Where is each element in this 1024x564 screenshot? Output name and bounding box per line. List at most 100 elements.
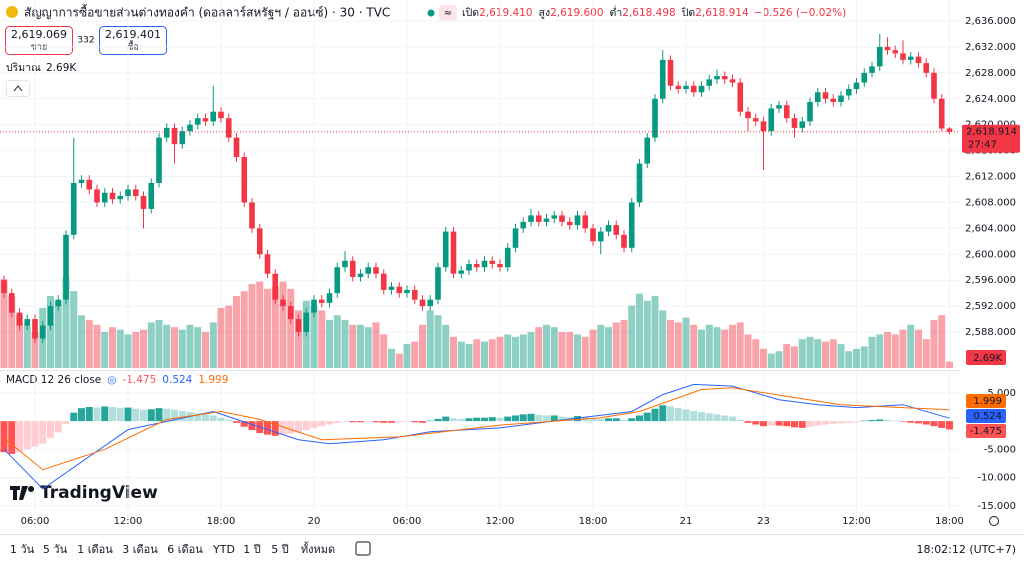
settings-icon[interactable] [989,516,999,526]
volume-bar [667,320,674,368]
candle-body [675,85,682,90]
volume-bar [527,332,535,368]
volume-bar [938,315,946,368]
volume-bar [380,334,388,368]
volume-bar [698,329,705,368]
candle-body [659,59,666,99]
macd-histogram-bar [341,421,349,422]
volume-bar [775,351,783,368]
range-button[interactable]: 1 เดือน [77,543,113,556]
macd-histogram-bar [225,419,233,422]
volume-bar [605,327,612,368]
candle-body [652,98,658,138]
volume-label-box [966,350,1006,365]
candle-body [380,273,387,290]
ohlc-change: −0.526 (−0.02%) [754,7,847,19]
macd-histogram-bar [612,418,620,422]
macd-histogram-bar [791,421,798,428]
macd-histogram-bar [163,408,171,422]
macd-histogram-bar [597,418,605,422]
range-button[interactable]: 3 เดือน [122,543,158,556]
candle-body [225,118,232,138]
macd-histogram-bar [682,409,690,422]
range-button[interactable]: 5 วัน [43,543,68,556]
candle-body [39,325,46,339]
candle-body [853,82,860,90]
volume-bar [891,334,899,368]
volume-bar [853,348,860,368]
volume-bar [481,341,488,368]
volume-bar [419,324,426,368]
volume-bar [333,315,341,368]
collapse-button[interactable] [6,80,30,97]
volume-bar [581,336,589,368]
macd-histogram-bar [442,416,450,422]
volume-label: 2.69K [973,353,1002,364]
macd-histogram-bar [287,421,295,434]
volume-bar [186,324,194,368]
countdown: 27:47 [968,140,997,151]
volume-bar [171,327,178,368]
candle-body [621,234,627,248]
candle-body [342,260,348,268]
macd-histogram-bar [62,421,70,424]
x-tick-label: 18:00 [935,516,964,527]
candle-body [946,128,953,132]
range-button[interactable]: ทั้งหมด [301,541,335,556]
candle-body [690,85,697,93]
macd-histogram-bar [39,421,47,444]
volume-bar [256,281,264,368]
candle-body [590,228,596,242]
range-button[interactable]: 1 ปี [243,543,260,556]
symbol-title: สัญญาการซื้อขายส่วนต่างทองคำ (ดอลลาร์สหร… [24,4,390,20]
macd-histogram-bar [473,417,481,422]
volume-bar [543,324,550,368]
macd-histogram-bar [729,416,736,422]
volume-bar [721,329,729,368]
macd-histogram-bar [419,421,426,423]
volume-bar [822,341,829,368]
candle-body [791,118,798,128]
sell-button[interactable] [5,26,73,55]
range-button[interactable]: 6 เดือน [167,543,203,556]
macd-histogram-bar [620,419,628,422]
y-tick-label: 2,600.000 [965,249,1016,260]
volume-bar [240,291,248,368]
candle-body [582,215,589,229]
volume-bar [31,332,39,368]
candle-body [295,319,302,333]
volume-bar [209,322,217,368]
volume-bar [659,310,667,368]
volume-bar [326,320,333,368]
candle-body [249,202,255,229]
volume-bar [217,308,225,368]
candle-body [776,105,782,109]
symbol-icon [6,6,18,18]
y-tick-label: 2,604.000 [965,223,1016,234]
macd-histogram-bar [922,421,930,425]
candle-body [799,121,806,128]
ohlc-value: 2,619.410 [479,7,532,19]
volume-bar [0,279,8,368]
x-tick-label: 18:00 [207,516,236,527]
candle-body [520,221,527,229]
volume-bar [109,327,116,368]
range-button[interactable]: 1 วัน [10,543,35,556]
macd-histogram-bar [178,410,186,422]
volume-bar [504,334,512,368]
candle-body [551,215,558,219]
candle-body [55,299,62,307]
candle-body [876,46,883,67]
macd-histogram-bar [535,414,543,422]
volume-bar [814,339,822,368]
candle-body [32,319,38,339]
range-button[interactable]: 5 ปี [271,543,288,556]
candle-body [156,137,162,183]
candle-body [752,118,759,122]
date-range-icon[interactable] [355,541,371,556]
macd-histogram-bar [233,421,240,423]
buy-button[interactable] [99,26,167,55]
range-button[interactable]: YTD [212,543,235,556]
candle-body [458,270,465,274]
